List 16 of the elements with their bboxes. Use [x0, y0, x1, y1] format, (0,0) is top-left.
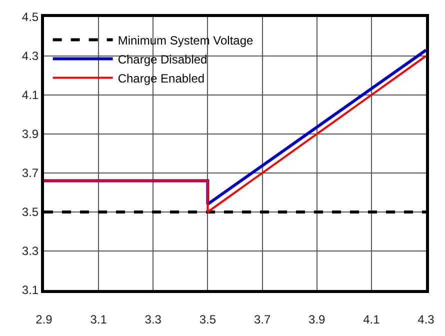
- x-tick-label: 3.3: [144, 312, 162, 326]
- y-tick-label: 4.3: [22, 49, 39, 64]
- x-tick-label: 4.1: [363, 312, 380, 326]
- y-tick-label: 3.5: [22, 205, 39, 220]
- y-tick-label: 4.5: [22, 10, 39, 24]
- y-tick-label: 4.1: [22, 88, 39, 102]
- y-tick-label: 3.9: [22, 127, 39, 142]
- x-tick-label: 3.7: [254, 312, 271, 326]
- y-tick-label: 3.7: [22, 166, 39, 180]
- y-tick-label: 3.3: [22, 244, 39, 258]
- x-tick-label: 2.9: [36, 312, 53, 326]
- x-tick-label: 4.3: [418, 312, 435, 326]
- x-tick-label: 3.5: [199, 312, 216, 326]
- x-tick-label: 3.9: [308, 312, 326, 326]
- y-tick-label: 3.1: [22, 283, 39, 298]
- x-tick-label: 3.1: [90, 312, 108, 326]
